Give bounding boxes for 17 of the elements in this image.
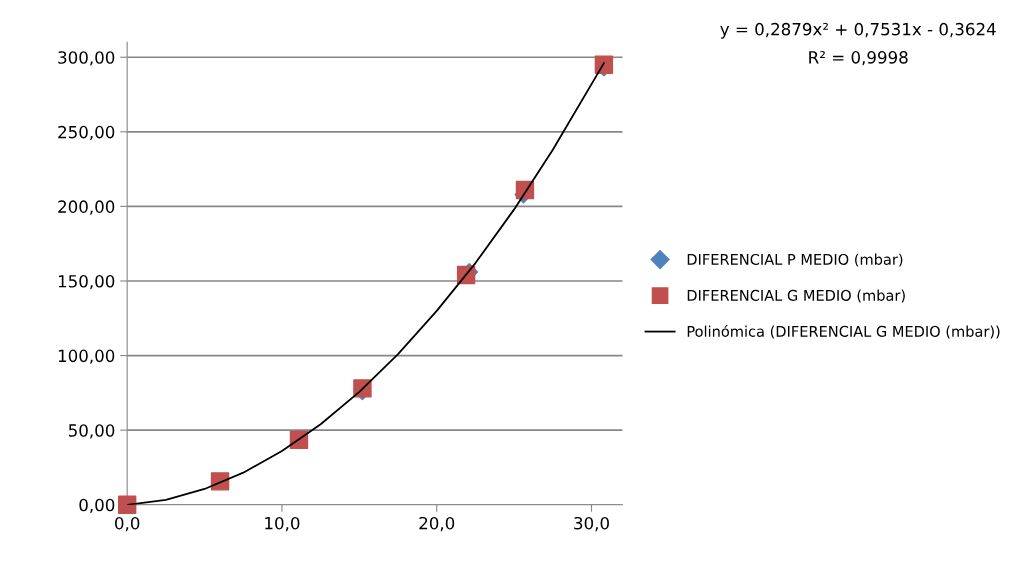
x-tick-label: 10,0 <box>265 516 300 532</box>
legend-label: DIFERENCIAL P MEDIO (mbar) <box>687 253 903 267</box>
point <box>117 495 137 514</box>
y-tick-label: 50,00 <box>68 424 115 439</box>
text: R² = 0,9998 <box>809 51 908 66</box>
text: y = 0,2879x² + 0,7531x - 0,3624 <box>720 22 996 39</box>
y-tick-label: 150,00 <box>58 274 115 290</box>
x-tick-label: 20,0 <box>419 516 455 532</box>
x-tick-label: 0,0 <box>115 516 140 532</box>
legend-label: DIFERENCIAL G MEDIO (mbar) <box>687 289 905 303</box>
x-tick-label: 30,0 <box>574 516 609 532</box>
y-tick-label: 200,00 <box>58 200 115 215</box>
y-tick-label: 300,00 <box>58 51 115 66</box>
legend-label: Polinómica (DIFERENCIAL G MEDIO (mbar)) <box>687 325 1000 339</box>
y-tick-label: 250,00 <box>58 125 115 141</box>
y-tick-label: 0,00 <box>79 498 115 514</box>
y-tick-label: 100,00 <box>58 349 115 364</box>
